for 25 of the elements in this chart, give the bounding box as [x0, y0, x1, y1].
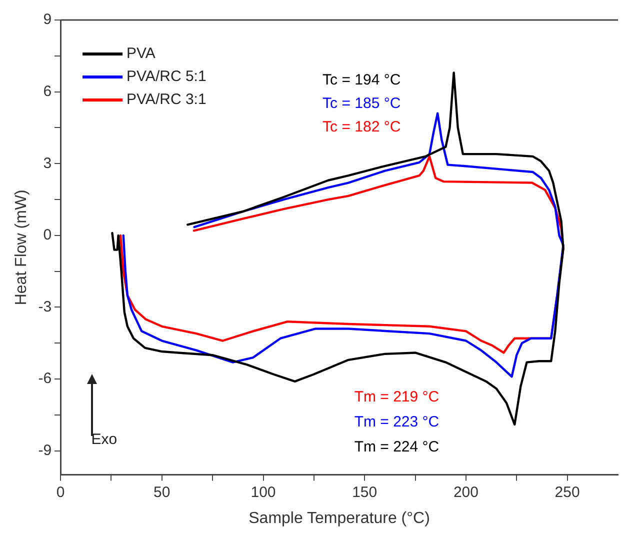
annotation: Tc = 182 °C [322, 118, 401, 136]
legend-label: PVA/RC 5:1 [126, 68, 206, 86]
y-tick-label: -3 [38, 298, 52, 316]
annotation: Tm = 219 °C [354, 388, 440, 406]
y-axis-title: Heat Flow (mW) [13, 190, 30, 306]
annotation: Tc = 194 °C [322, 72, 401, 89]
x-tick-label: 150 [352, 484, 378, 501]
y-tick-label: 3 [43, 154, 52, 172]
y-tick-label: 0 [43, 226, 52, 244]
y-tick-label: 6 [43, 82, 52, 100]
x-tick-label: 250 [554, 484, 580, 501]
y-tick-label: -9 [38, 442, 52, 460]
x-tick-label: 0 [56, 484, 65, 501]
annotation: Exo [91, 430, 118, 448]
annotation: Tm = 224 °C [354, 438, 440, 456]
annotation: Tm = 223 °C [354, 414, 440, 431]
y-tick-label: 9 [43, 11, 52, 28]
x-axis-title: Sample Temperature (°C) [248, 510, 430, 527]
x-tick-label: 50 [154, 484, 170, 501]
y-tick-label: -6 [38, 370, 52, 388]
legend-label: PVA [126, 45, 156, 62]
x-tick-label: 100 [250, 484, 276, 501]
legend-label: PVA/RC 3:1 [126, 91, 206, 108]
annotation: Tc = 185 °C [322, 95, 401, 112]
x-tick-label: 200 [453, 484, 478, 501]
